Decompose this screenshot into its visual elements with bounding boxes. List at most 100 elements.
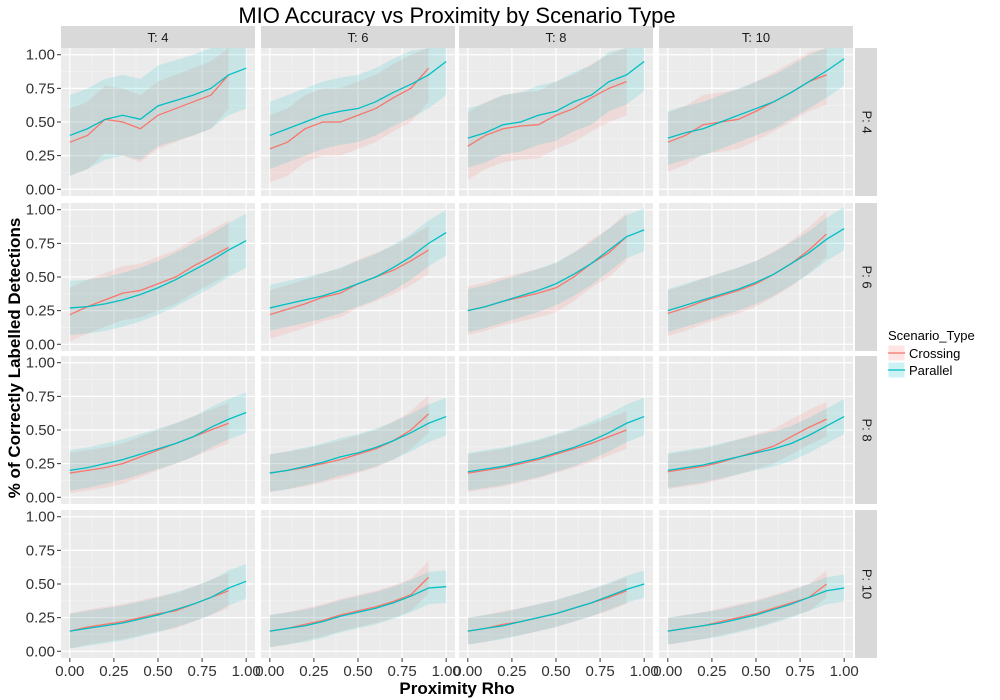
row-strip-label: P: 10	[860, 569, 875, 599]
legend: Scenario_Type Crossing Parallel	[887, 328, 975, 379]
series-line-parallel	[69, 240, 247, 309]
facet-panel: 0.00 0.25 0.50 0.75 1.00	[26, 202, 255, 353]
legend-title: Scenario_Type	[888, 328, 975, 343]
confidence-band-parallel	[467, 208, 645, 333]
confidence-band-parallel	[667, 207, 845, 333]
confidence-band-crossing	[269, 48, 429, 183]
series-line-crossing	[269, 249, 429, 316]
facet-panel: 0.00 0.25 0.50 0.75 1.00 0.00 0.25 0.50 0.75 1.00	[26, 509, 261, 680]
x-tick-label: 1.00	[432, 663, 461, 680]
confidence-band-parallel	[667, 574, 845, 645]
y-tick-label: 0.75	[26, 388, 55, 405]
series-line-parallel	[467, 415, 645, 473]
confidence-band-crossing	[69, 220, 229, 342]
y-tick-label: 0.00	[26, 643, 55, 660]
confidence-band-parallel	[667, 399, 845, 488]
y-tick-label: 0.00	[26, 181, 55, 198]
series-line-crossing	[69, 74, 230, 143]
legend-label-crossing: Crossing	[909, 346, 960, 361]
series-line-parallel	[667, 415, 845, 472]
series-line-parallel	[667, 228, 845, 312]
x-axis-title: Proximity Rho	[399, 679, 514, 698]
series-line-parallel	[467, 229, 645, 312]
row-strip	[855, 510, 877, 658]
chart-title: MIO Accuracy vs Proximity by Scenario Ty…	[238, 3, 675, 28]
series-line-parallel	[269, 232, 447, 309]
y-tick-label: 0.75	[26, 80, 55, 97]
y-axis-title: % of Correctly Labelled Detections	[5, 218, 24, 499]
column-strip	[659, 26, 853, 48]
x-tick-label: 0.25	[697, 663, 726, 680]
confidence-band-crossing	[467, 212, 627, 335]
y-tick-label: 0.25	[26, 610, 55, 627]
y-tick-label: 1.00	[26, 355, 55, 372]
row-strip-label: P: 4	[860, 110, 875, 133]
confidence-band-parallel	[69, 563, 247, 649]
column-strip	[61, 26, 255, 48]
x-tick-label: 0.50	[541, 663, 570, 680]
facet-panel: 0.00 0.25 0.50 0.75 1.00	[26, 355, 255, 506]
facet-panel: 0.00 0.25 0.50 0.75 1.00	[653, 510, 859, 680]
column-strip	[459, 26, 653, 48]
y-tick-label: 1.00	[26, 47, 55, 64]
confidence-band-crossing	[269, 561, 429, 648]
confidence-band-crossing	[667, 211, 827, 337]
y-tick-label: 0.00	[26, 336, 55, 353]
confidence-band-crossing	[467, 411, 627, 492]
series-line-crossing	[69, 246, 229, 316]
legend-label-parallel: Parallel	[909, 363, 952, 378]
confidence-band-parallel	[269, 397, 447, 492]
x-tick-label: 0.50	[741, 663, 770, 680]
series-line-parallel	[269, 60, 447, 137]
confidence-band-crossing	[667, 401, 827, 490]
facet-panel	[459, 356, 653, 504]
facet-panel	[261, 203, 455, 351]
confidence-band-crossing	[269, 225, 429, 339]
facet-panel: 0.00 0.25 0.50 0.75 1.00	[453, 510, 659, 680]
facet-panel	[459, 203, 653, 351]
x-tick-label: 0.25	[99, 663, 128, 680]
row-strip-label: P: 8	[860, 418, 875, 441]
confidence-band-crossing	[667, 48, 827, 172]
confidence-band-crossing	[69, 573, 229, 649]
y-tick-label: 0.25	[26, 303, 55, 320]
y-tick-label: 0.00	[26, 489, 55, 506]
y-tick-label: 0.75	[26, 542, 55, 559]
facet-panel	[261, 48, 455, 196]
x-tick-label: 0.75	[187, 663, 216, 680]
facet-panel	[261, 356, 455, 504]
series-line-crossing	[69, 422, 229, 474]
confidence-band-parallel	[667, 48, 845, 166]
x-tick-label: 1.00	[830, 663, 859, 680]
y-tick-label: 0.50	[26, 422, 55, 439]
y-tick-label: 0.50	[26, 576, 55, 593]
facet-panel	[659, 356, 853, 504]
x-tick-label: 0.75	[785, 663, 814, 680]
column-strip-label: T: 8	[546, 30, 567, 45]
confidence-band-crossing	[269, 395, 429, 492]
confidence-band-crossing	[667, 570, 827, 645]
series-line-crossing	[269, 576, 430, 632]
x-tick-label: 0.00	[55, 663, 84, 680]
facet-panel: 0.00 0.25 0.50 0.75 1.00	[26, 47, 255, 198]
row-strip	[855, 48, 877, 196]
row-strip	[855, 356, 877, 504]
series-line-crossing	[667, 233, 827, 314]
facet-panel	[459, 48, 653, 196]
confidence-band-parallel	[269, 570, 447, 648]
y-tick-label: 1.00	[26, 509, 55, 526]
column-strip-label: T: 10	[742, 30, 770, 45]
column-strip-label: T: 4	[148, 30, 169, 45]
series-line-parallel	[667, 587, 845, 632]
x-tick-label: 0.50	[343, 663, 372, 680]
y-tick-label: 0.75	[26, 235, 55, 252]
confidence-band-crossing	[69, 403, 229, 494]
facet-panel: 0.00 0.25 0.50 0.75 1.00	[255, 510, 461, 680]
series-line-parallel	[667, 58, 845, 139]
confidence-band-parallel	[69, 213, 247, 335]
y-tick-label: 0.50	[26, 114, 55, 131]
y-tick-label: 0.25	[26, 456, 55, 473]
x-tick-label: 0.75	[387, 663, 416, 680]
row-strip	[855, 203, 877, 351]
